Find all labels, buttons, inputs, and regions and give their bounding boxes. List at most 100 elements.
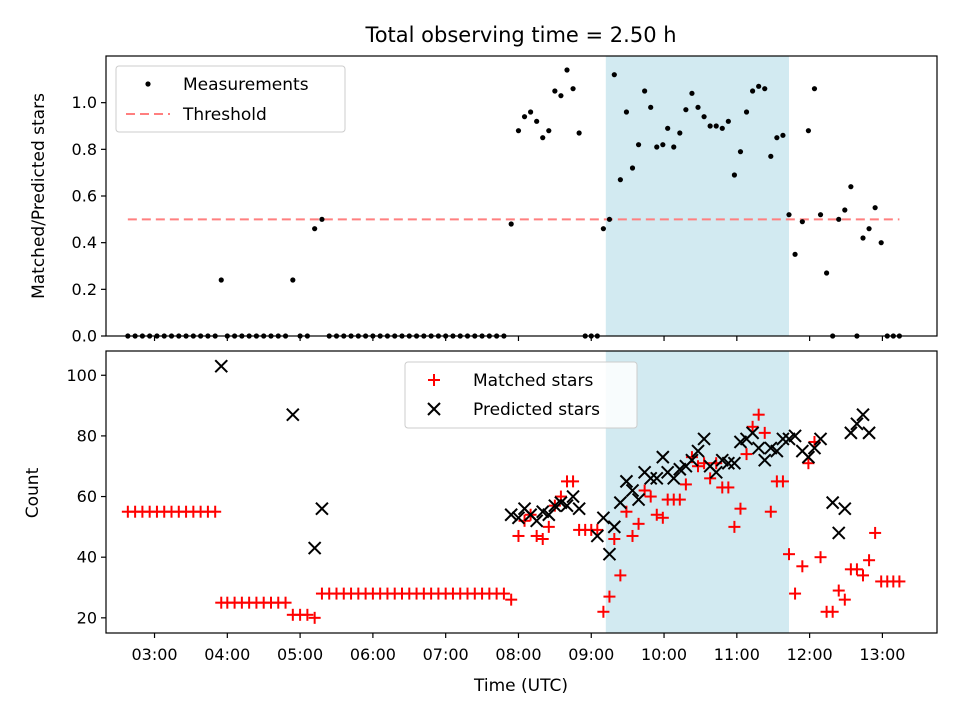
predicted-star-point — [619, 474, 634, 489]
predicted-star-point — [656, 450, 670, 464]
legend-predicted-label: Predicted stars — [473, 400, 600, 420]
matched-star-point — [530, 529, 543, 542]
y-tick-label: 80 — [77, 426, 97, 445]
predicted-star-point — [315, 501, 329, 516]
predicted-star-point — [286, 407, 300, 422]
matched-star-point — [679, 478, 692, 491]
x-axis-label: Time (UTC) — [473, 676, 568, 696]
matched-star-point — [608, 533, 621, 545]
legend-threshold-label: Threshold — [182, 105, 267, 125]
top-legend: Measurements Threshold — [115, 65, 346, 133]
predicted-star-point — [572, 501, 586, 516]
measurement-point — [719, 125, 725, 131]
matched-star-point — [650, 508, 663, 521]
matched-star-point — [673, 493, 686, 506]
measurement-point — [611, 72, 617, 78]
x-tick-label: 13:00 — [859, 645, 905, 664]
measurement-point — [836, 216, 842, 222]
predicted-star-point — [825, 495, 840, 510]
matched-star-point — [209, 505, 222, 518]
measurement-point — [695, 104, 701, 110]
measurement-point — [792, 251, 798, 257]
measurement-point — [799, 219, 805, 225]
measurement-point — [866, 226, 872, 232]
measurement-point — [642, 88, 648, 94]
matched-star-point — [704, 472, 717, 485]
x-tick-label: 05:00 — [277, 645, 323, 664]
matched-star-point — [746, 420, 759, 433]
measurement-point — [683, 107, 689, 113]
measurement-point — [521, 114, 528, 120]
predicted-star-point — [691, 444, 705, 458]
legend-measurements-label: Measurements — [183, 75, 309, 95]
y-tick-label: 0.2 — [72, 280, 97, 299]
matched-star-point — [656, 511, 669, 524]
matched-star-point — [614, 569, 627, 582]
matched-star-point — [567, 475, 580, 488]
top-highlight-span — [605, 56, 789, 336]
matched-star-point — [591, 523, 604, 536]
chart-title: Total observing time = 2.50 h — [364, 23, 676, 47]
matched-star-point — [814, 551, 827, 564]
measurement-point — [527, 109, 534, 115]
matched-star-point — [776, 475, 789, 488]
matched-star-point — [644, 490, 657, 503]
y-tick-label: 40 — [77, 548, 97, 567]
x-tick-label: 07:00 — [423, 645, 469, 664]
measurement-point — [600, 226, 606, 232]
predicted-star-point — [807, 441, 822, 455]
measurement-point — [552, 88, 558, 94]
y-tick-label: 60 — [77, 487, 97, 506]
top-x-ticks — [153, 336, 884, 341]
predicted-star-point — [776, 432, 790, 446]
measurement-point — [842, 207, 848, 213]
measurement-point — [713, 123, 719, 129]
matched-star-point — [802, 457, 815, 470]
measurement-point — [878, 240, 884, 246]
predicted-star-point — [813, 432, 828, 446]
measurement-point — [319, 216, 325, 222]
predicted-star-point — [801, 450, 816, 464]
x-tick-label: 12:00 — [787, 645, 833, 664]
matched-star-point — [782, 548, 795, 561]
x-tick-label: 10:00 — [641, 645, 687, 664]
matched-star-point — [279, 596, 292, 609]
measurement-point — [860, 235, 866, 241]
bottom-legend-box — [404, 361, 638, 429]
matched-star-point — [796, 560, 809, 573]
matched-star-point — [692, 460, 705, 473]
measurement-point — [218, 277, 224, 283]
matched-star-point — [826, 605, 839, 618]
measurement-point — [312, 226, 318, 232]
measurement-point — [515, 128, 522, 134]
top-y-axis-label: Matched/Predicted stars — [29, 93, 49, 299]
measurement-point — [677, 130, 683, 136]
matched-star-point — [740, 448, 753, 461]
measurement-point — [558, 93, 564, 99]
matched-star-point — [597, 605, 610, 618]
measurement-point — [786, 212, 792, 218]
measurement-point — [570, 86, 576, 92]
predicted-star-point — [529, 514, 544, 528]
measurement-point — [774, 135, 780, 141]
predicted-star-point — [745, 426, 760, 440]
measurement-point — [576, 130, 582, 136]
predicted-star-point — [758, 453, 772, 467]
measurement-point — [540, 135, 546, 141]
measurement-point — [617, 177, 623, 183]
matched-star-point — [301, 608, 314, 621]
predicted-star-point — [607, 520, 622, 534]
predicted-star-point — [511, 511, 526, 525]
measurement-point — [290, 277, 296, 283]
matched-star-point — [838, 593, 851, 606]
measurements-points — [125, 67, 902, 339]
measurement-point — [756, 83, 762, 89]
measurement-point — [629, 165, 636, 171]
matched-star-point — [869, 526, 882, 539]
matched-star-point — [722, 481, 735, 494]
matched-stars-points — [121, 408, 906, 624]
predicted-star-point — [856, 407, 870, 422]
y-tick-label: 0.0 — [72, 327, 97, 346]
y-tick-label: 20 — [77, 608, 97, 627]
matched-star-point — [752, 408, 765, 421]
